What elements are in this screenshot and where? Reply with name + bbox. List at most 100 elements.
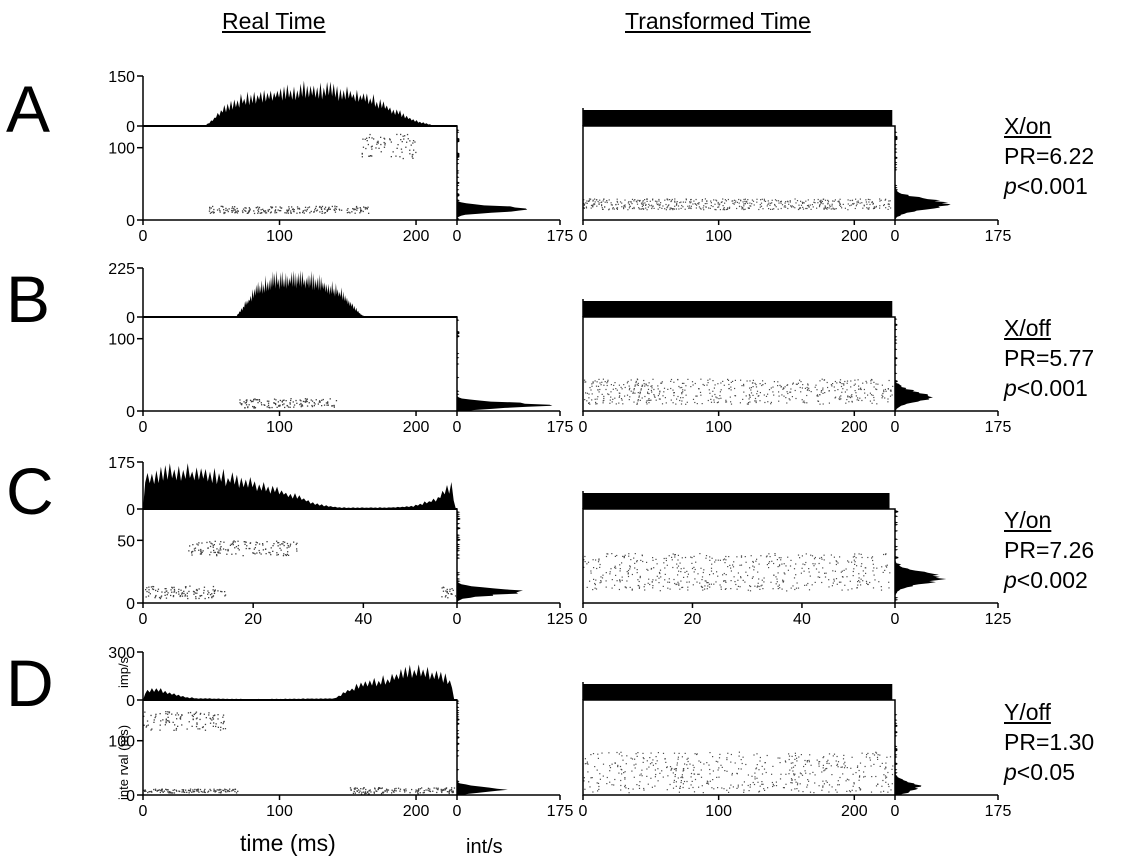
transformed-raster-dot (795, 574, 797, 576)
transformed-raster-dot (788, 203, 790, 205)
raster-dot (443, 586, 445, 589)
transformed-raster-dot (700, 567, 702, 569)
transformed-raster-dot (656, 563, 658, 565)
transformed-raster-dot (698, 388, 700, 390)
transformed-raster-dot (880, 199, 882, 201)
raster-dot (217, 714, 219, 716)
raster-dot (254, 407, 256, 409)
transformed-raster-dot (887, 208, 889, 210)
transformed-raster-dot (618, 772, 620, 774)
histogram-xtick-label-d: 175 (547, 803, 574, 820)
raster-dot (409, 149, 411, 151)
transformed-raster-dot (866, 582, 868, 584)
transformed-raster-dot (867, 198, 869, 200)
transformed-raster-dot (624, 554, 626, 556)
raster-dot (212, 595, 215, 597)
transformed-raster-dot (716, 571, 718, 573)
raster-dot (237, 544, 240, 547)
raster-dot (195, 596, 197, 598)
raster-dot (381, 787, 383, 789)
transformed-raster-dot (627, 572, 629, 574)
transformed-raster-dot (602, 400, 604, 402)
transformed-raster-dot (638, 787, 641, 789)
raster-dot (210, 789, 212, 792)
raster-dot (191, 791, 193, 793)
transformed-raster-dot (690, 198, 692, 201)
raster-dot (327, 401, 329, 403)
transformed-raster-dot (843, 763, 845, 765)
transformed-raster-dot (832, 570, 834, 572)
raster-dot (380, 143, 382, 146)
transformed-raster-dot (620, 779, 622, 782)
raster-dot (165, 713, 167, 715)
transformed-raster-dot (823, 756, 825, 758)
raster-dot (206, 541, 208, 544)
raster-dot (279, 206, 281, 208)
transformed-raster-dot (583, 777, 585, 779)
raster-xtick-label-a: 200 (403, 228, 430, 245)
transformed-raster-dot (728, 388, 730, 390)
transformed-raster-dot (610, 204, 612, 206)
transformed-raster-dot (698, 760, 700, 762)
transformed-raster-dot (621, 773, 623, 775)
raster-dot (259, 552, 261, 554)
transformed-raster-dot (704, 203, 706, 205)
transformed-raster-dot (624, 199, 626, 201)
raster-dot (223, 720, 225, 723)
transformed-raster-dot (832, 200, 834, 202)
transformed-raster-dot (807, 199, 809, 201)
raster-dot (423, 791, 425, 794)
transformed-raster-dot (661, 207, 663, 209)
raster-dot (446, 590, 448, 593)
transformed-raster-dot (791, 206, 793, 208)
transformed-raster-dot (596, 567, 598, 570)
transformed-raster-dot (663, 387, 666, 389)
transformed-raster-dot (619, 395, 621, 397)
transformed-raster-dot (661, 770, 663, 772)
transformed-raster-dot (639, 575, 641, 577)
transformed-raster-dot (808, 589, 811, 591)
transformed-raster-dot (683, 576, 685, 578)
transformed-raster-dot (661, 403, 664, 405)
raster-dot (198, 549, 200, 551)
raster-dot (153, 721, 155, 723)
raster-dot (253, 406, 255, 408)
transformed-raster-dot (641, 205, 643, 207)
transformed-raster-dot (741, 208, 743, 210)
raster-dot (357, 207, 359, 209)
raster-dot (433, 787, 435, 789)
transformed-raster-dot (692, 786, 694, 789)
transformed-raster-dot (678, 385, 680, 388)
transformed-raster-dot (706, 782, 709, 784)
transformed-raster-dot (769, 204, 771, 206)
transformed-raster-dot (865, 580, 868, 582)
condition-label: X/off (1004, 315, 1051, 341)
transformed-raster-dot (761, 765, 763, 767)
transformed-raster-dot (629, 387, 631, 389)
transformed-raster-dot (624, 771, 626, 773)
raster-dot (329, 398, 331, 400)
raster-dot (338, 208, 340, 210)
transformed-raster-dot (651, 391, 653, 393)
transformed-raster-dot (741, 385, 743, 387)
transformed-raster-dot (648, 398, 650, 400)
raster-dot (171, 586, 173, 588)
transformed-raster-dot (641, 208, 643, 210)
transformed-histogram-xtick-label-c: 125 (985, 611, 1012, 628)
transformed-raster-dot (595, 588, 598, 590)
transformed-raster-dot (722, 205, 724, 207)
transformed-raster-dot (827, 203, 829, 205)
raster-dot (274, 212, 276, 214)
raster-dot (440, 790, 442, 792)
transformed-raster-dot (690, 205, 692, 207)
raster-dot (246, 545, 248, 547)
transformed-raster-dot (800, 773, 802, 775)
transformed-raster-dot (796, 757, 798, 759)
raster-dot (158, 789, 161, 791)
raster-dot (147, 595, 150, 597)
transformed-raster-dot (827, 202, 829, 204)
transformed-xtick-label-b: 0 (579, 419, 588, 436)
transformed-raster-dot (600, 580, 602, 582)
transformed-raster-dot (779, 778, 782, 780)
raster-dot (402, 157, 404, 160)
